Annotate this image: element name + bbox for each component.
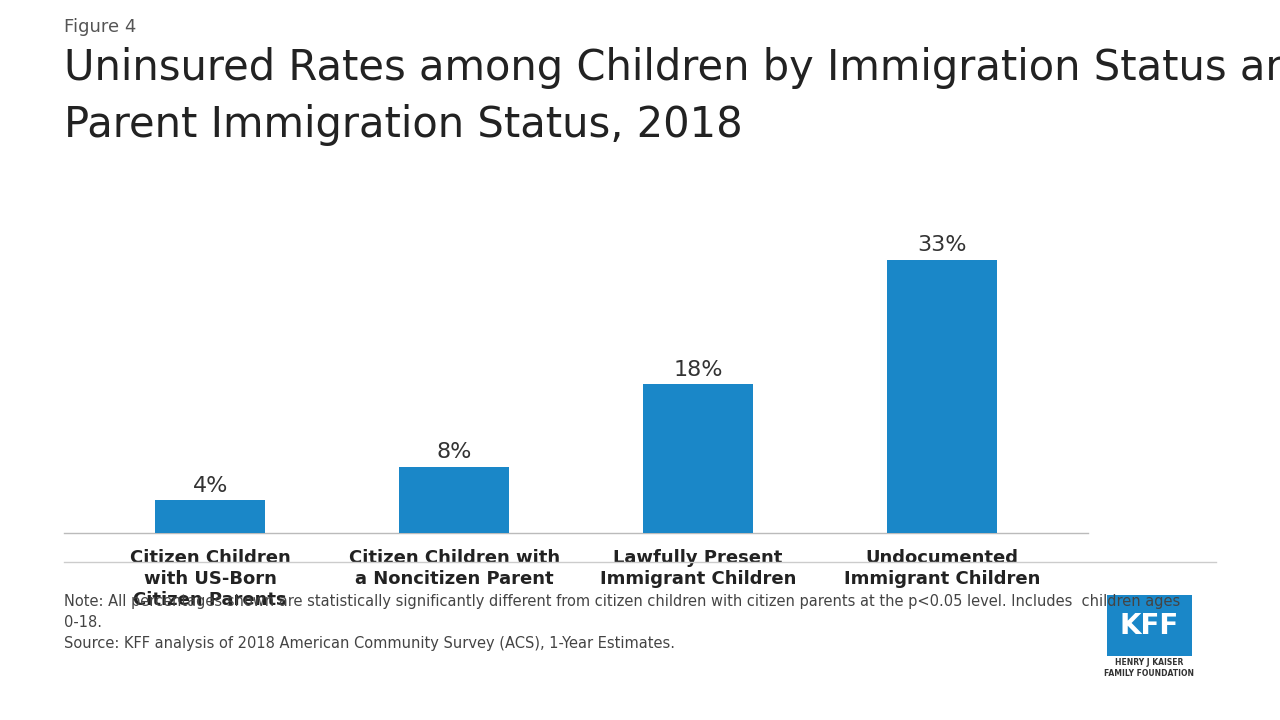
Bar — [643, 384, 753, 533]
Bar — [399, 467, 509, 533]
Text: Figure 4: Figure 4 — [64, 18, 137, 36]
Text: Parent Immigration Status, 2018: Parent Immigration Status, 2018 — [64, 104, 742, 146]
Text: 8%: 8% — [436, 442, 472, 462]
FancyBboxPatch shape — [1107, 595, 1192, 656]
Bar — [155, 500, 265, 533]
Text: HENRY J KAISER: HENRY J KAISER — [1115, 659, 1184, 667]
Text: Note: All percentages shown are statistically significantly different from citiz: Note: All percentages shown are statisti… — [64, 594, 1180, 651]
Text: KFF: KFF — [1120, 612, 1179, 639]
Text: FAMILY FOUNDATION: FAMILY FOUNDATION — [1105, 669, 1194, 678]
Bar — [887, 260, 997, 533]
Text: 33%: 33% — [916, 235, 966, 256]
Text: 18%: 18% — [673, 359, 723, 379]
Text: 4%: 4% — [192, 475, 228, 495]
Text: Uninsured Rates among Children by Immigration Status and: Uninsured Rates among Children by Immigr… — [64, 47, 1280, 89]
